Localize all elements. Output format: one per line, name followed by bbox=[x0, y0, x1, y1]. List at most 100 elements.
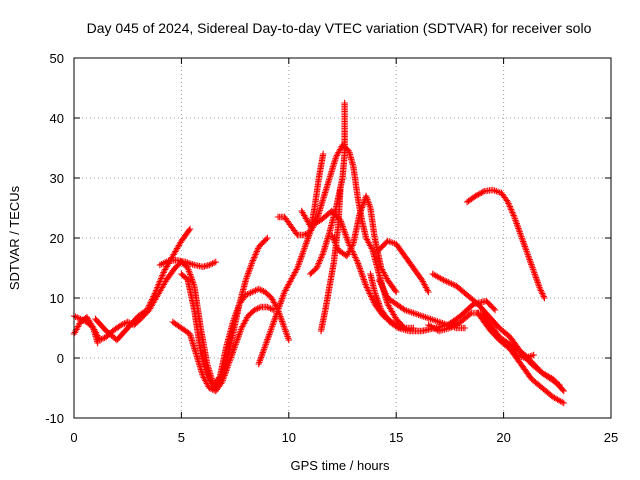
data-point bbox=[362, 282, 370, 290]
series-track-l bbox=[328, 192, 400, 296]
data-point bbox=[506, 203, 514, 210]
data-point bbox=[314, 263, 321, 270]
y-tick-label: 10 bbox=[50, 291, 64, 306]
data-point bbox=[285, 336, 292, 344]
data-point bbox=[367, 293, 375, 300]
data-point bbox=[560, 387, 567, 395]
data-point bbox=[151, 290, 159, 297]
data-point bbox=[254, 246, 261, 254]
data-point bbox=[154, 282, 162, 290]
data-point bbox=[158, 273, 165, 281]
x-tick-label: 5 bbox=[178, 430, 185, 445]
data-point bbox=[252, 251, 259, 258]
series-track-m bbox=[367, 270, 499, 335]
data-point bbox=[157, 276, 164, 284]
data-point bbox=[469, 301, 476, 309]
data-point bbox=[293, 266, 300, 273]
data-point bbox=[554, 380, 562, 388]
data-point bbox=[507, 206, 515, 213]
series-track-j bbox=[317, 186, 344, 335]
data-point bbox=[539, 290, 546, 297]
data-point bbox=[380, 287, 388, 294]
data-point bbox=[146, 300, 154, 308]
x-tick-label: 10 bbox=[282, 430, 296, 445]
data-point bbox=[376, 278, 383, 285]
x-tick-label: 0 bbox=[70, 430, 77, 445]
data-point bbox=[328, 231, 335, 239]
data-point bbox=[156, 278, 164, 285]
x-tick-label: 15 bbox=[389, 430, 403, 445]
y-axis-label: SDTVAR / TECUs bbox=[7, 185, 22, 290]
data-point bbox=[369, 296, 376, 303]
data-point bbox=[510, 212, 517, 219]
data-point bbox=[365, 288, 373, 296]
data-point bbox=[505, 200, 512, 207]
data-point bbox=[249, 258, 256, 266]
y-tick-label: 20 bbox=[50, 231, 64, 246]
data-point bbox=[537, 287, 545, 294]
data-point bbox=[212, 258, 219, 266]
data-point bbox=[507, 204, 514, 212]
data-point bbox=[377, 279, 384, 287]
data-point bbox=[424, 287, 431, 294]
series-track-p bbox=[429, 270, 567, 395]
data-point bbox=[509, 209, 516, 216]
data-point bbox=[365, 287, 372, 294]
data-point bbox=[392, 287, 399, 294]
data-point bbox=[367, 291, 374, 299]
data-point bbox=[425, 288, 432, 296]
data-point bbox=[505, 201, 513, 209]
series-track-g bbox=[255, 150, 327, 368]
data-point bbox=[159, 270, 167, 278]
data-point bbox=[559, 386, 566, 393]
series-track-r bbox=[463, 186, 548, 302]
data-point bbox=[250, 255, 257, 263]
data-point bbox=[159, 272, 166, 279]
data-point bbox=[331, 239, 339, 246]
data-point bbox=[509, 210, 517, 218]
data-point bbox=[337, 186, 344, 194]
data-point bbox=[318, 254, 325, 261]
data-point bbox=[160, 269, 167, 276]
data-point bbox=[148, 297, 155, 305]
data-point bbox=[352, 255, 360, 263]
series-track-f bbox=[178, 234, 271, 392]
data-point bbox=[262, 236, 270, 243]
data-point bbox=[349, 242, 356, 249]
x-tick-label: 25 bbox=[604, 430, 618, 445]
data-point bbox=[145, 303, 152, 311]
data-point bbox=[333, 243, 341, 251]
data-point bbox=[153, 285, 161, 293]
data-point bbox=[556, 381, 563, 389]
data-point bbox=[252, 249, 260, 257]
data-point bbox=[264, 234, 271, 242]
series-track-n bbox=[375, 237, 432, 296]
data-point bbox=[315, 260, 322, 267]
y-tick-label: 0 bbox=[57, 351, 64, 366]
data-point bbox=[377, 281, 385, 288]
data-point bbox=[353, 257, 361, 264]
data-point bbox=[319, 251, 326, 258]
ticks: 0 5 10 15 20 25 -10 0 10 20 30 40 50 bbox=[45, 51, 618, 445]
data-point bbox=[351, 252, 358, 260]
chart-title: Day 045 of 2024, Sidereal Day-to-day VTE… bbox=[87, 20, 592, 36]
data-point bbox=[536, 285, 544, 293]
y-tick-label: 40 bbox=[50, 111, 64, 126]
data-point bbox=[559, 398, 566, 406]
data-point bbox=[466, 310, 474, 318]
data-point bbox=[332, 240, 339, 248]
data-point bbox=[293, 230, 300, 237]
data-point bbox=[382, 291, 390, 299]
series-track-o bbox=[375, 276, 469, 332]
data-point bbox=[530, 351, 537, 359]
series-track-c bbox=[70, 314, 101, 347]
data-layer bbox=[70, 99, 567, 407]
y-tick-label: -10 bbox=[45, 411, 64, 426]
data-point bbox=[538, 288, 545, 296]
series-track-t bbox=[487, 327, 537, 362]
data-point bbox=[318, 252, 326, 260]
data-point bbox=[317, 255, 324, 263]
data-point bbox=[147, 299, 154, 306]
